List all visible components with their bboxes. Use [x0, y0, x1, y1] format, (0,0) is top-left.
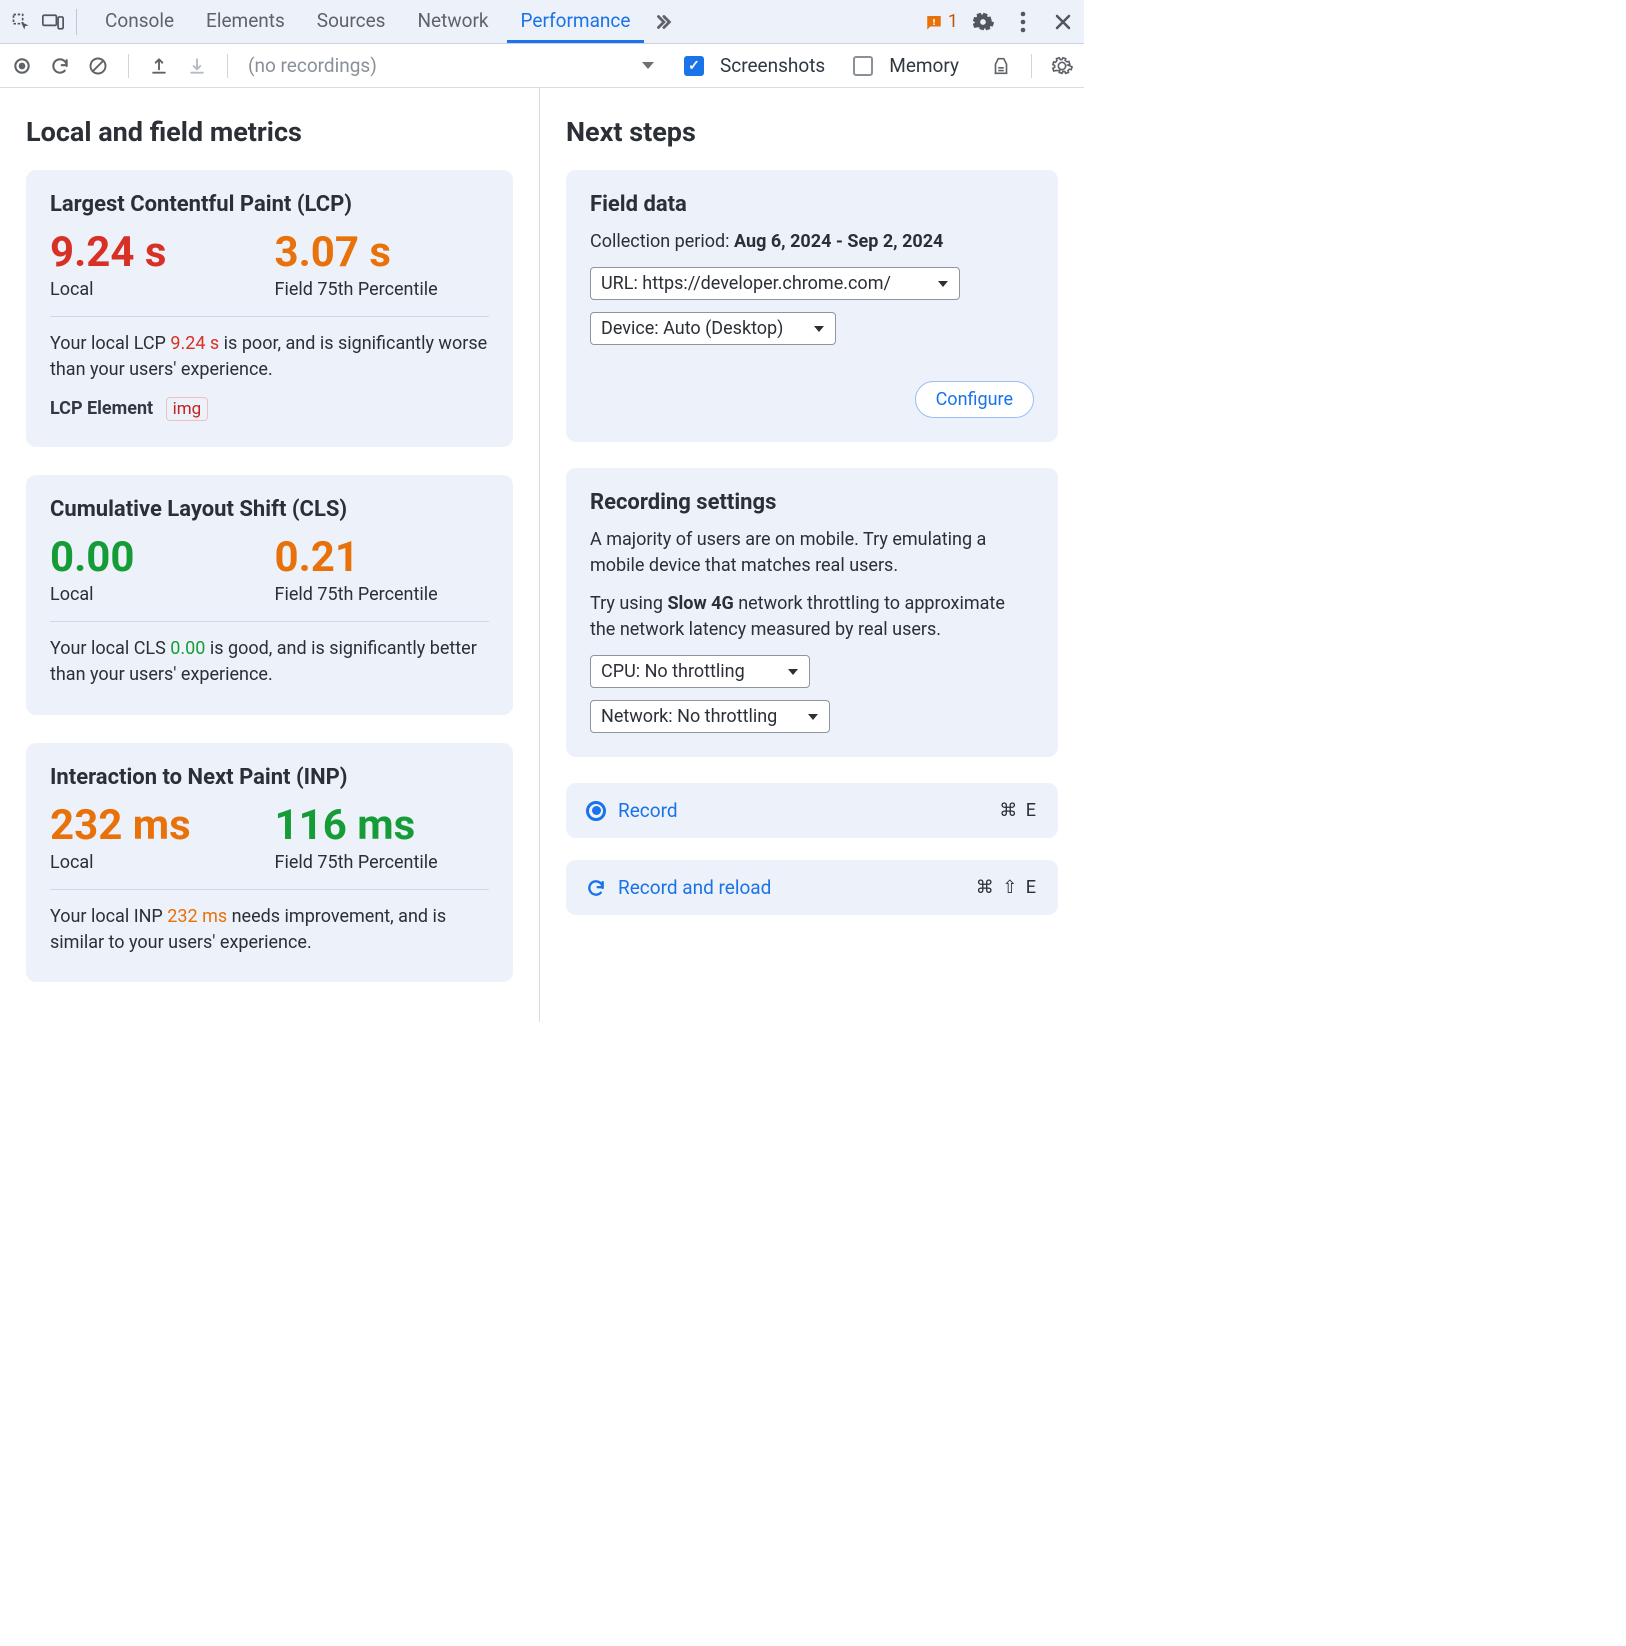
lcp-card: Largest Contentful Paint (LCP) 9.24 s Lo… [26, 170, 513, 447]
inp-description: Your local INP 232 ms needs improvement,… [50, 904, 489, 956]
record-reload-label: Record and reload [618, 876, 771, 899]
lcp-element-row: LCP Element img [50, 397, 489, 421]
inp-field-label: Field 75th Percentile [275, 852, 490, 873]
divider [128, 54, 129, 78]
divider [227, 54, 228, 78]
tab-console[interactable]: Console [91, 0, 188, 43]
lcp-element-label: LCP Element [50, 398, 153, 419]
lcp-description: Your local LCP 9.24 s is poor, and is si… [50, 331, 489, 383]
inp-field-value: 116 ms [275, 804, 490, 848]
lcp-local-value: 9.24 s [50, 231, 265, 275]
devtools-tabs-bar: Console Elements Sources Network Perform… [0, 0, 1084, 44]
capture-settings-gear-icon[interactable] [1048, 52, 1076, 80]
cpu-throttling-select[interactable]: CPU: No throttling [590, 655, 810, 688]
inspect-element-icon[interactable] [6, 7, 36, 37]
reload-icon[interactable] [46, 52, 74, 80]
next-steps-title: Next steps [566, 116, 1058, 148]
main-split: Local and field metrics Largest Contentf… [0, 88, 1084, 1022]
device-toolbar-icon[interactable] [38, 7, 68, 37]
screenshots-checkbox[interactable]: ✓ [684, 56, 704, 76]
recordings-dropdown-icon[interactable] [634, 52, 662, 80]
inp-title: Interaction to Next Paint (INP) [50, 765, 489, 790]
cls-local-label: Local [50, 584, 265, 605]
lcp-title: Largest Contentful Paint (LCP) [50, 192, 489, 217]
recording-settings-card: Recording settings A majority of users a… [566, 468, 1058, 757]
lcp-element-tag[interactable]: img [166, 397, 209, 421]
recording-text-1: A majority of users are on mobile. Try e… [590, 527, 1034, 579]
record-icon [586, 801, 606, 821]
record-reload-shortcut: ⌘ ⇧ E [976, 877, 1038, 898]
inp-card: Interaction to Next Paint (INP) 232 ms L… [26, 743, 513, 982]
next-steps-column: Next steps Field data Collection period:… [540, 88, 1084, 1022]
screenshots-label: Screenshots [720, 54, 825, 77]
metrics-title: Local and field metrics [26, 116, 513, 148]
record-action[interactable]: Record ⌘ E [566, 783, 1058, 838]
warnings-badge[interactable]: 1 [924, 11, 958, 32]
cls-card: Cumulative Layout Shift (CLS) 0.00 Local… [26, 475, 513, 714]
clear-icon[interactable] [84, 52, 112, 80]
divider [76, 9, 77, 35]
cls-description: Your local CLS 0.00 is good, and is sign… [50, 636, 489, 688]
tabs-right: 1 [924, 7, 1078, 37]
cls-local-value: 0.00 [50, 536, 265, 580]
tab-network[interactable]: Network [403, 0, 502, 43]
more-tabs-icon[interactable] [648, 7, 678, 37]
network-throttling-select[interactable]: Network: No throttling [590, 700, 830, 733]
record-reload-action[interactable]: Record and reload ⌘ ⇧ E [566, 860, 1058, 915]
lcp-field-label: Field 75th Percentile [275, 279, 490, 300]
tabs-list: Console Elements Sources Network Perform… [91, 0, 922, 43]
warnings-count: 1 [948, 11, 958, 32]
record-button-icon[interactable] [8, 52, 36, 80]
field-data-card: Field data Collection period: Aug 6, 202… [566, 170, 1058, 442]
device-select[interactable]: Device: Auto (Desktop) [590, 312, 836, 345]
cls-field-label: Field 75th Percentile [275, 584, 490, 605]
inp-local-label: Local [50, 852, 265, 873]
divider [1031, 54, 1032, 78]
field-data-title: Field data [590, 192, 1034, 217]
record-label: Record [618, 799, 678, 822]
close-icon[interactable] [1048, 7, 1078, 37]
more-options-icon[interactable] [1008, 7, 1038, 37]
cls-field-value: 0.21 [275, 536, 490, 580]
lcp-local-label: Local [50, 279, 265, 300]
reload-icon [586, 878, 606, 898]
record-shortcut: ⌘ E [999, 800, 1038, 821]
memory-checkbox[interactable]: ✓ [853, 56, 873, 76]
recordings-label: (no recordings) [248, 54, 377, 77]
tab-sources[interactable]: Sources [303, 0, 400, 43]
upload-icon[interactable] [145, 52, 173, 80]
recording-text-2: Try using Slow 4G network throttling to … [590, 591, 1034, 643]
tab-elements[interactable]: Elements [192, 0, 299, 43]
cls-title: Cumulative Layout Shift (CLS) [50, 497, 489, 522]
metrics-column: Local and field metrics Largest Contentf… [0, 88, 540, 1022]
url-select[interactable]: URL: https://developer.chrome.com/ [590, 267, 960, 300]
collection-period: Collection period: Aug 6, 2024 - Sep 2, … [590, 229, 1034, 255]
recording-settings-title: Recording settings [590, 490, 1034, 515]
download-icon[interactable] [183, 52, 211, 80]
memory-label: Memory [889, 54, 959, 77]
performance-toolbar: (no recordings) ✓ Screenshots ✓ Memory [0, 44, 1084, 88]
configure-button[interactable]: Configure [915, 381, 1034, 418]
settings-gear-icon[interactable] [968, 7, 998, 37]
inp-local-value: 232 ms [50, 804, 265, 848]
lcp-field-value: 3.07 s [275, 231, 490, 275]
garbage-collect-icon[interactable] [987, 52, 1015, 80]
tab-performance[interactable]: Performance [507, 0, 645, 43]
